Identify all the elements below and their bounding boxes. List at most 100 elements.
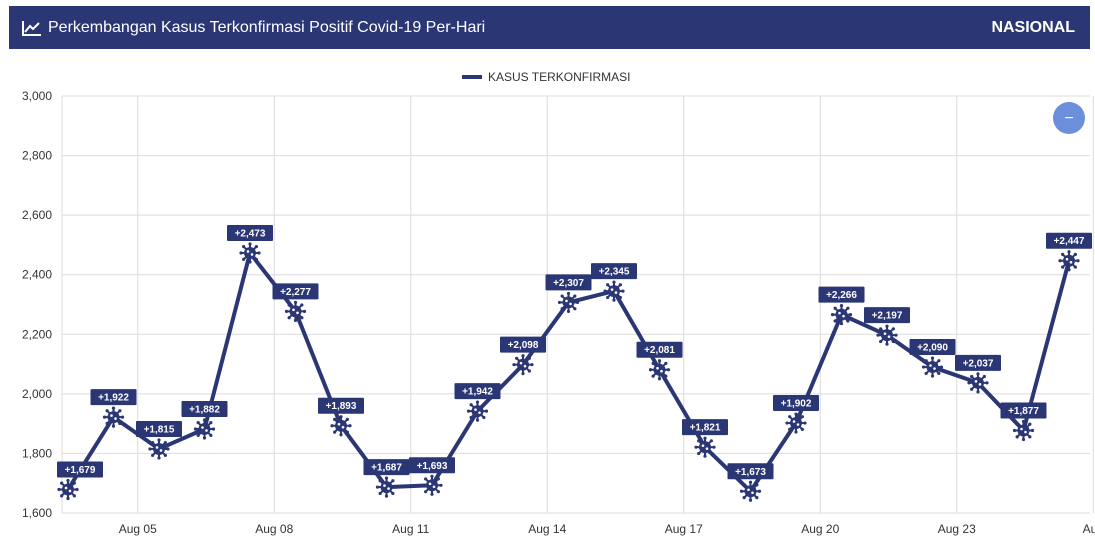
x-tick-label: Aug 05 (119, 522, 157, 536)
data-label-text: +1,902 (781, 399, 812, 410)
data-label: +2,081 (636, 341, 683, 358)
data-label-text: +2,098 (508, 340, 539, 351)
data-label-box (682, 419, 728, 436)
data-label-box (409, 457, 455, 474)
data-label-box (500, 336, 546, 353)
data-label-text: +1,877 (1008, 406, 1039, 417)
zoom-button-circle[interactable] (1053, 102, 1085, 134)
data-label: +1,673 (727, 463, 774, 480)
virus-marker-icon[interactable] (603, 280, 625, 302)
region-label: NASIONAL (991, 18, 1075, 36)
data-label: +2,277 (272, 283, 319, 300)
virus-marker-icon[interactable] (1012, 419, 1035, 442)
data-labels: +1,679 +1,922 +1,815 +1,882 +2,473 +2,277 +1,8… (57, 224, 1092, 480)
virus-marker-icon[interactable] (739, 480, 762, 502)
axis-labels: 1,600 1,800 2,000 2,200 2,400 2,600 2,800 3,000… (22, 89, 1095, 536)
legend[interactable]: KASUS TERKONFIRMASI (462, 70, 630, 84)
data-label-text: +2,447 (1054, 236, 1085, 247)
virus-marker-icon[interactable] (375, 476, 398, 498)
chart-header: Perkembangan Kasus Terkonfirmasi Positif… (9, 6, 1090, 49)
data-label: +1,815 (136, 420, 182, 437)
data-label-box (136, 420, 182, 437)
y-tick-label: 2,400 (22, 268, 52, 282)
grid-lines (61, 95, 1094, 514)
x-tick-label: Aug 17 (665, 522, 703, 536)
virus-marker-icon[interactable] (466, 400, 489, 422)
virus-marker-icon[interactable] (330, 415, 352, 437)
data-label: +1,882 (181, 401, 228, 418)
virus-marker-icon[interactable] (557, 291, 580, 314)
virus-marker-icon[interactable] (148, 438, 170, 460)
series-kasus (57, 242, 1080, 502)
virus-marker-icon[interactable] (785, 412, 807, 434)
data-label: +1,679 (57, 461, 103, 478)
line-chart: 1,600 1,800 2,000 2,200 2,400 2,600 2,800 3,000… (22, 70, 1095, 536)
data-label: +2,307 (545, 274, 592, 291)
virus-marker-icon[interactable] (648, 359, 671, 381)
data-label-box (1046, 232, 1092, 249)
data-label-text: +2,037 (963, 358, 994, 369)
x-tick-label: Aug 11 (392, 522, 429, 536)
virus-marker-icon[interactable] (102, 406, 125, 428)
y-tick-label: 3,000 (22, 89, 52, 103)
zoom-out-button[interactable]: − (1053, 102, 1085, 134)
x-tick-label: Aug 14 (528, 522, 566, 536)
data-label: +1,687 (363, 459, 410, 476)
y-tick-label: 1,800 (22, 446, 52, 460)
data-label: +1,942 (454, 383, 501, 400)
chart-title: Perkembangan Kasus Terkonfirmasi Positif… (48, 18, 486, 36)
data-label: +1,902 (773, 395, 819, 412)
data-label-box (318, 397, 364, 414)
minus-icon[interactable]: − (1064, 110, 1073, 127)
legend-label[interactable]: KASUS TERKONFIRMASI (488, 70, 630, 84)
data-label-box (57, 461, 103, 478)
data-label: +2,266 (818, 286, 865, 303)
virus-marker-icon[interactable] (967, 372, 989, 394)
virus-marker-icon[interactable] (512, 354, 534, 376)
virus-marker-icon[interactable] (284, 300, 307, 322)
data-label: +2,197 (864, 307, 910, 324)
virus-marker-icon[interactable] (1058, 250, 1080, 272)
x-tick-label: Aug (1083, 522, 1095, 536)
data-label-box (1000, 402, 1047, 419)
virus-marker-icon[interactable] (876, 324, 898, 346)
data-label-text: +1,821 (690, 423, 721, 434)
data-label-text: +1,893 (326, 401, 357, 412)
virus-marker-icon[interactable] (57, 478, 79, 501)
virus-marker-icon[interactable] (921, 356, 944, 378)
data-label-box (90, 389, 137, 406)
data-label-text: +2,345 (599, 267, 630, 278)
data-label-box (773, 395, 819, 412)
data-label-text: +1,687 (371, 463, 402, 474)
virus-marker-icon[interactable] (830, 304, 853, 326)
data-label-box (545, 274, 592, 291)
data-label: +2,090 (909, 339, 956, 356)
data-label-text: +2,307 (553, 278, 584, 289)
y-tick-label: 2,800 (22, 149, 52, 163)
data-label-text: +1,882 (189, 405, 220, 416)
virus-marker-icon[interactable] (193, 418, 216, 440)
data-label-text: +1,942 (462, 387, 493, 398)
data-label: +2,345 (591, 263, 637, 280)
data-label-text: +2,197 (872, 311, 903, 322)
data-label-box (181, 401, 228, 418)
data-label-text: +1,693 (417, 461, 448, 472)
data-label: +2,473 (227, 224, 273, 241)
virus-marker-icon[interactable] (421, 474, 443, 496)
data-label-box (727, 463, 774, 480)
virus-marker-icon[interactable] (694, 436, 716, 458)
y-tick-label: 2,600 (22, 208, 52, 222)
data-label-text: +1,679 (65, 465, 96, 476)
line-chart-icon (22, 20, 41, 36)
data-label-text: +2,090 (917, 343, 948, 354)
data-label-box (636, 341, 683, 358)
data-label: +1,922 (90, 389, 137, 406)
data-label-box (909, 339, 956, 356)
x-tick-label: Aug 20 (801, 522, 839, 536)
data-label: +2,447 (1046, 232, 1092, 249)
virus-marker-icon[interactable] (239, 242, 261, 264)
data-label-box (864, 307, 910, 324)
data-label: +2,037 (955, 354, 1001, 371)
data-label-text: +1,922 (98, 393, 129, 404)
data-label-box (272, 283, 319, 300)
